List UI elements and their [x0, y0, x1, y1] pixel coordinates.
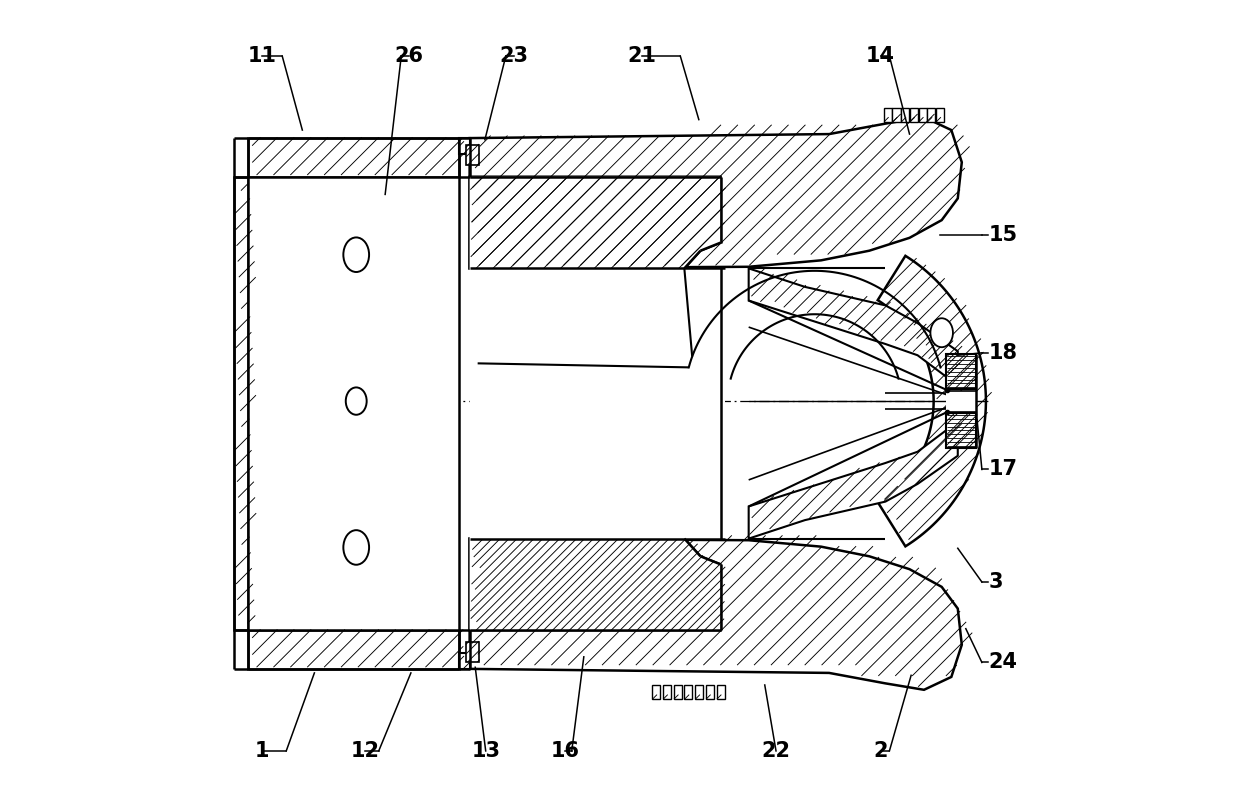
Text: 17: 17 — [988, 459, 1017, 479]
Text: 15: 15 — [988, 224, 1018, 245]
Text: 23: 23 — [500, 46, 528, 66]
Polygon shape — [470, 538, 720, 630]
Polygon shape — [470, 269, 966, 538]
Ellipse shape — [346, 387, 367, 415]
Polygon shape — [465, 642, 480, 663]
Text: 22: 22 — [761, 741, 791, 761]
Polygon shape — [234, 177, 248, 630]
Polygon shape — [465, 144, 480, 165]
Text: 18: 18 — [988, 343, 1017, 363]
Polygon shape — [459, 138, 470, 154]
Ellipse shape — [343, 530, 370, 565]
Text: 21: 21 — [627, 46, 656, 66]
Polygon shape — [884, 107, 892, 122]
Polygon shape — [470, 269, 724, 538]
Ellipse shape — [343, 237, 370, 272]
Polygon shape — [919, 107, 926, 122]
Polygon shape — [901, 107, 909, 122]
Polygon shape — [946, 391, 976, 412]
Text: 16: 16 — [551, 741, 580, 761]
Polygon shape — [928, 107, 935, 122]
Polygon shape — [470, 177, 720, 630]
Polygon shape — [878, 256, 986, 546]
Polygon shape — [470, 117, 962, 269]
Polygon shape — [706, 685, 714, 700]
Polygon shape — [717, 685, 724, 700]
Text: 12: 12 — [351, 741, 379, 761]
Polygon shape — [663, 685, 671, 700]
Polygon shape — [946, 354, 976, 389]
Polygon shape — [459, 653, 470, 669]
Polygon shape — [910, 107, 918, 122]
Polygon shape — [936, 107, 944, 122]
Text: 11: 11 — [248, 46, 277, 66]
Text: 1: 1 — [255, 741, 269, 761]
Ellipse shape — [930, 318, 954, 347]
Polygon shape — [673, 685, 682, 700]
Text: 3: 3 — [988, 572, 1003, 592]
Text: 2: 2 — [873, 741, 888, 761]
Text: 14: 14 — [866, 46, 895, 66]
Text: 26: 26 — [394, 46, 424, 66]
Polygon shape — [248, 630, 459, 669]
Polygon shape — [248, 177, 459, 630]
Polygon shape — [749, 418, 957, 538]
Polygon shape — [248, 138, 459, 177]
Text: 24: 24 — [988, 653, 1017, 672]
Polygon shape — [684, 685, 692, 700]
Polygon shape — [652, 685, 660, 700]
Polygon shape — [946, 413, 976, 448]
Text: 13: 13 — [471, 741, 500, 761]
Polygon shape — [749, 269, 957, 389]
Polygon shape — [470, 177, 720, 269]
Polygon shape — [893, 107, 900, 122]
Polygon shape — [470, 538, 962, 690]
Polygon shape — [696, 685, 703, 700]
